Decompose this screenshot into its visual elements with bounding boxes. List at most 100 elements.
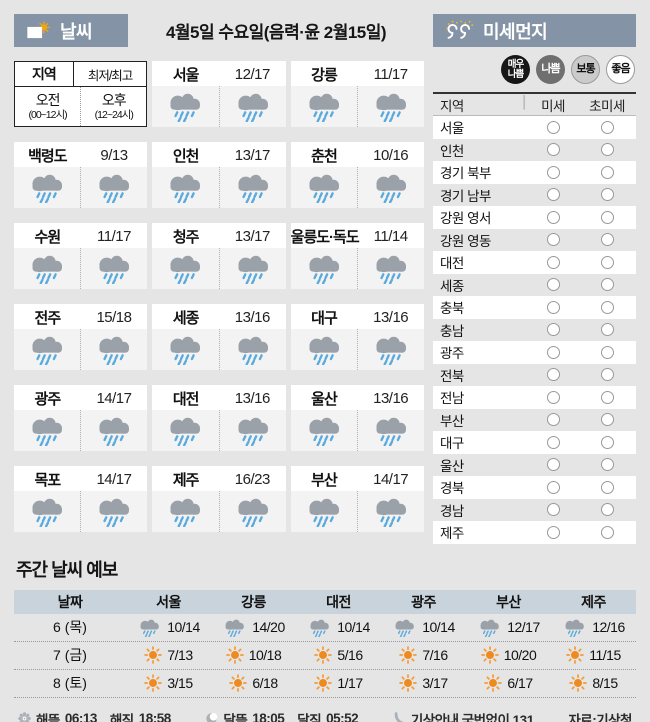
weekly-temp: 10/14 [422, 619, 455, 635]
dust-level-good-badge: 좋음 [606, 55, 635, 84]
weekly-col-header: 강릉 [241, 593, 266, 610]
weekly-col-header: 광주 [411, 593, 436, 610]
city-forecast-icons [290, 167, 424, 208]
dust-fine-value [528, 323, 578, 337]
dust-row: 전북 [433, 364, 636, 387]
empty-circle-icon [600, 165, 614, 179]
legend-minmax-label: 최저/최고 [87, 68, 133, 83]
weekly-forecast-cell: 3/15 [126, 674, 211, 692]
dust-ultrafine-value [578, 503, 636, 517]
weekly-temp: 11/15 [589, 647, 621, 663]
pm-rain-cloud-icon [80, 248, 147, 289]
weekly-row-date: 7 (금) [53, 647, 87, 663]
dust-ultrafine-value [578, 143, 636, 157]
pm-rain-cloud-icon [218, 491, 286, 532]
weekly-forecast-cell: 5/16 [296, 646, 381, 664]
dust-fine-value [528, 143, 578, 157]
moonrise-time: 18:05 [252, 711, 285, 722]
legend-box: 지역 최저/최고 오전 (00~12시) 오후 (12~24시) [14, 61, 148, 127]
dust-row: 세종 [433, 274, 636, 297]
weekly-temp: 3/15 [167, 675, 193, 691]
rain-icon [307, 618, 332, 637]
dust-fine-value [528, 345, 578, 359]
empty-circle-icon [600, 435, 614, 449]
dust-row: 강원 영서 [433, 206, 636, 229]
dust-region-name: 세종 [440, 278, 464, 294]
legend-pm-hours: (12~24시) [94, 108, 134, 121]
weather-city-card: 백령도 9/13 [14, 142, 148, 208]
pm-rain-cloud-icon [80, 167, 147, 208]
sun-icon [569, 674, 588, 692]
empty-circle-icon [546, 503, 560, 517]
dust-region-name: 강원 영동 [440, 233, 491, 249]
city-header-row: 울릉도·독도 11/14 [290, 223, 424, 248]
dust-ultrafine-value [578, 390, 636, 404]
weather-info-phone-group: 기상안내 국번없이 131 [393, 709, 534, 722]
dust-header-region-cell: 지역 │ [433, 95, 529, 115]
dust-section-header: 미세먼지 [433, 14, 636, 47]
city-forecast-icons [290, 248, 424, 289]
pm-rain-cloud-icon [218, 329, 286, 370]
city-min-max-temp: 15/18 [96, 309, 132, 326]
legend-bottom-row: 오전 (00~12시) 오후 (12~24시) [15, 87, 146, 126]
dust-row: 충남 [433, 319, 636, 342]
am-rain-cloud-icon [152, 167, 218, 208]
dust-region-name: 경기 남부 [440, 188, 491, 204]
dust-section-title: 미세먼지 [483, 21, 548, 42]
weekly-forecast-cell: 6/17 [466, 674, 551, 692]
dust-row: 대전 [433, 251, 636, 274]
city-header-row: 수원 11/17 [14, 223, 148, 248]
weekly-temp: 14/20 [252, 619, 285, 635]
city-name: 목포 [34, 472, 62, 489]
weather-city-card: 광주 14/17 [14, 385, 148, 451]
city-name: 백령도 [28, 148, 67, 165]
am-rain-cloud-icon [291, 410, 357, 451]
sun-times-group: 해뜸 06:13 해짐 18:58 [18, 709, 171, 722]
weekly-temp: 12/17 [507, 619, 540, 635]
empty-circle-icon [600, 120, 614, 134]
dust-row: 경남 [433, 499, 636, 522]
dust-region-name: 충남 [440, 323, 464, 339]
city-name: 강릉 [311, 67, 338, 84]
dust-fine-value [528, 278, 578, 292]
am-rain-cloud-icon [291, 329, 357, 370]
empty-circle-icon [546, 345, 560, 359]
empty-circle-icon [600, 210, 614, 224]
pm-rain-cloud-icon [218, 410, 286, 451]
weather-city-card: 서울 12/17 [152, 61, 286, 127]
city-forecast-icons [290, 410, 424, 451]
dust-ultrafine-value [578, 435, 636, 449]
empty-circle-icon [600, 188, 614, 202]
dust-row: 인천 [433, 139, 636, 162]
weather-city-card: 전주 15/18 [14, 304, 148, 370]
weekly-forecast-cell: 10/18 [211, 646, 296, 664]
dust-ultrafine-value [578, 278, 636, 292]
dust-ultrafine-value [578, 300, 636, 314]
weekly-forecast-cell: 11/15 [551, 646, 636, 664]
am-rain-cloud-icon [14, 329, 80, 370]
legend-pm-label: 오후 [101, 92, 127, 109]
sun-icon [399, 646, 418, 664]
weather-city-card: 청주 13/17 [152, 223, 286, 289]
sunrise-label: 해뜸 [36, 712, 60, 722]
weather-city-card: 수원 11/17 [14, 223, 148, 289]
dust-table-header: 지역 │ 미세 초미세 [433, 94, 636, 116]
city-min-max-temp: 9/13 [100, 147, 128, 164]
city-forecast-icons [14, 491, 148, 532]
dust-ultrafine-value [578, 120, 636, 134]
dust-region-name: 제주 [440, 526, 464, 542]
dust-row: 전남 [433, 386, 636, 409]
weekly-date-header: 날짜 [57, 593, 83, 610]
city-min-max-temp: 13/17 [234, 228, 271, 245]
weekly-forecast-cell: 12/17 [466, 618, 551, 637]
weather-panel: 날씨 4월5일 수요일(음력·윤 2월15일) 지역 최저/최고 오전 (00~… [14, 14, 424, 544]
city-name: 부산 [311, 472, 338, 489]
empty-circle-icon [546, 300, 560, 314]
dust-ultrafine-value [578, 210, 636, 224]
rain-icon [562, 618, 587, 637]
weather-city-card: 강릉 11/17 [290, 61, 424, 127]
empty-circle-icon [600, 390, 614, 404]
weekly-forecast-cell: 6/18 [211, 674, 296, 692]
dust-region-name: 울산 [440, 458, 464, 474]
legend-am: 오전 (00~12시) [15, 87, 80, 126]
